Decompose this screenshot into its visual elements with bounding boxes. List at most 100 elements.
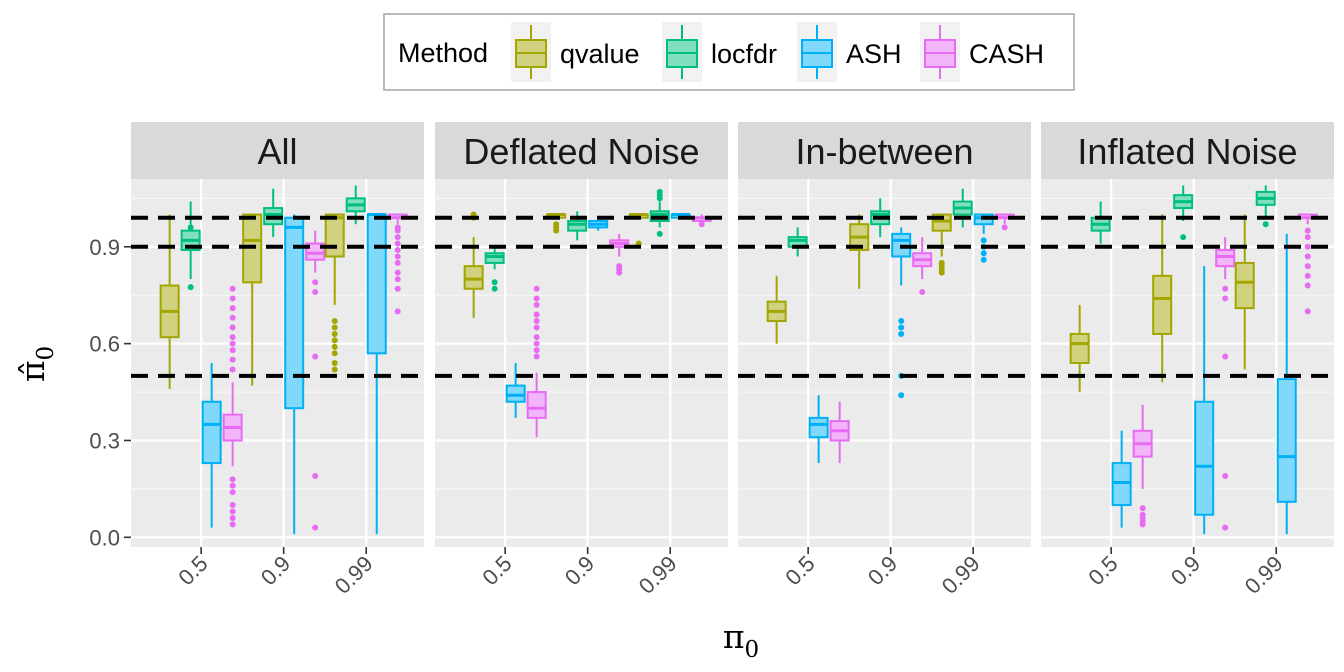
box-body [808, 416, 829, 439]
outlier-point [229, 514, 236, 521]
legend-label-locfdr: locfdr [711, 39, 777, 69]
outlier-point [533, 340, 540, 347]
box-body [1215, 249, 1236, 268]
outlier-point [394, 224, 401, 231]
box-qvalue-0.99 [1234, 214, 1255, 370]
panel-title: All [257, 131, 297, 172]
box-ash-0.99 [366, 213, 387, 535]
box-qvalue-0.5 [1069, 304, 1090, 393]
outlier-point [229, 340, 236, 347]
outlier-point [312, 288, 319, 295]
outlier-point [1180, 234, 1187, 241]
outlier-point [229, 489, 236, 496]
x-tick-label: 0.5 [1083, 551, 1122, 590]
outlier-point [698, 221, 705, 228]
box-cash-0.5 [526, 285, 547, 438]
box-body [484, 252, 505, 264]
outlier-point [1304, 282, 1311, 289]
outlier-point [312, 472, 319, 479]
box-body [201, 400, 222, 465]
box-locfdr-0.5 [484, 246, 505, 292]
outlier-point [919, 288, 926, 295]
outlier-point [533, 318, 540, 325]
axis-titles: π0 π̂0 [13, 346, 759, 663]
outlier-point [229, 295, 236, 302]
x-tick-label: 0.99 [634, 551, 682, 599]
box-body [1194, 400, 1215, 516]
box-ash-0.9 [1194, 266, 1215, 535]
box-ash-0.5 [201, 363, 222, 528]
outlier-point [533, 311, 540, 318]
x-tick-label: 0.9 [256, 551, 295, 590]
outlier-point [1222, 472, 1229, 479]
outlier-point [553, 221, 560, 228]
box-ash-0.99 [1276, 233, 1297, 535]
panel-title: In-between [795, 131, 973, 172]
outlier-point [1222, 285, 1229, 292]
outlier-point [312, 353, 319, 360]
box-qvalue-0.5 [463, 211, 484, 318]
outlier-point [229, 347, 236, 354]
legend-label-ash: ASH [846, 39, 902, 69]
x-tick-label: 0.5 [780, 551, 819, 590]
outlier-point [331, 366, 338, 373]
y-tick-label: 0.6 [89, 332, 120, 357]
outlier-point [331, 350, 338, 357]
box-ash-0.5 [505, 363, 526, 418]
box-qvalue-0.5 [766, 275, 787, 344]
panel-background [738, 179, 1031, 547]
outlier-point [394, 234, 401, 241]
outlier-point [1139, 505, 1146, 512]
box-qvalue-0.9 [849, 214, 870, 289]
box-ash-0.5 [808, 395, 829, 464]
outlier-point [491, 279, 498, 286]
outlier-point [229, 334, 236, 341]
x-tick-label: 0.9 [863, 551, 902, 590]
legend-key-ash [797, 22, 837, 82]
outlier-point [1304, 308, 1311, 315]
panel-background [435, 179, 728, 547]
outlier-point [1001, 224, 1008, 231]
outlier-point [229, 482, 236, 489]
outlier-point [533, 285, 540, 292]
outlier-point [491, 285, 498, 292]
panel-title: Inflated Noise [1077, 131, 1297, 172]
legend-key-locfdr [662, 22, 702, 82]
legend-title: Method [398, 38, 488, 68]
outlier-point [331, 330, 338, 337]
box-cash-0.9 [609, 233, 630, 276]
outlier-point [331, 360, 338, 366]
box-body [567, 219, 588, 232]
outlier-point [229, 314, 236, 321]
outlier-point [533, 334, 540, 341]
legend-key-cash [920, 22, 960, 82]
x-tick-label: 0.99 [937, 551, 985, 599]
outlier-point [394, 308, 401, 315]
outlier-point [533, 295, 540, 302]
legend: Method qvalue locfdr ASH CASH [383, 13, 1075, 91]
outlier-point [229, 356, 236, 363]
outlier-point [1222, 524, 1229, 531]
box-cash-0.9 [912, 237, 933, 295]
outlier-point [656, 230, 663, 237]
outlier-point [938, 259, 945, 266]
panel-in-between: In-between 0.5 0.9 0.99 [738, 122, 1031, 599]
x-tick-label: 0.9 [1166, 551, 1205, 590]
panel-deflated-noise: Deflated Noise 0.5 0.9 0.99 [435, 122, 728, 599]
outlier-point [394, 240, 401, 247]
outlier-point [312, 524, 319, 531]
outlier-point [980, 250, 987, 257]
box-locfdr-0.9 [1173, 185, 1194, 241]
box-qvalue-0.5 [159, 214, 180, 389]
panel-inflated-noise: Inflated Noise 0.5 0.9 0.99 [1041, 122, 1334, 599]
outlier-point [898, 324, 905, 331]
box-cash-0.9 [1215, 237, 1236, 531]
box-locfdr-0.99 [345, 185, 366, 225]
outlier-point [1304, 227, 1311, 234]
legend-key-qvalue [511, 22, 551, 82]
box-body [1069, 332, 1090, 364]
outlier-point [980, 237, 987, 244]
outlier-point [1304, 243, 1311, 250]
